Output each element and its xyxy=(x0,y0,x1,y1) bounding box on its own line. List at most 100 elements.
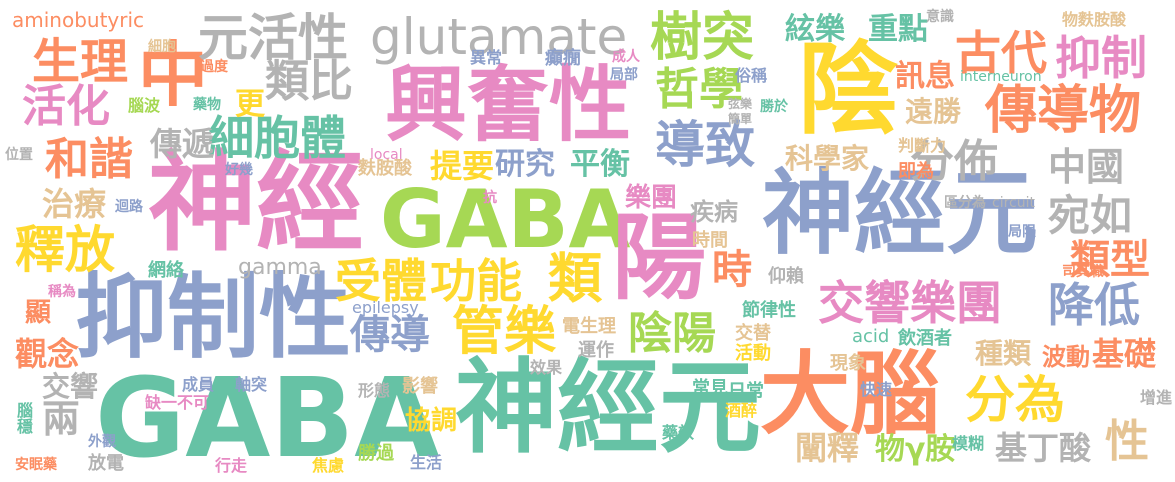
word: 重點 xyxy=(868,12,928,47)
word: 更 xyxy=(235,87,265,122)
word: 類比 xyxy=(265,56,353,107)
word: 腦穩 xyxy=(14,402,33,434)
word: 抑制性 xyxy=(75,264,352,371)
word: 異常 xyxy=(470,48,503,67)
word: 觀念 xyxy=(15,335,80,373)
word: 訊息 xyxy=(895,59,955,94)
word: 陰陽 xyxy=(628,308,716,359)
word: 疾病 xyxy=(690,198,738,226)
word: 釋放 xyxy=(15,221,115,279)
word: 細胞 xyxy=(148,39,176,55)
word: 藥物 xyxy=(193,97,221,113)
word: 俗稱 xyxy=(735,66,768,85)
word: 運作 xyxy=(578,340,614,361)
word: 現象 xyxy=(830,353,866,374)
word: 提要 xyxy=(430,147,495,185)
word: 判斷力 xyxy=(898,136,947,155)
word: 放電 xyxy=(88,453,124,474)
word: 酒醉 xyxy=(725,401,758,420)
word: 遠勝 xyxy=(905,95,962,128)
word: 受體 xyxy=(335,254,427,308)
word: 交響樂團 xyxy=(818,276,1002,330)
word: 稱為 xyxy=(48,284,76,300)
word: 焦慮 xyxy=(312,456,345,475)
word: 神經元 xyxy=(455,349,761,468)
word: glutamate xyxy=(370,8,628,66)
word: 傳遞 xyxy=(150,125,215,163)
word: 顯 xyxy=(25,298,52,328)
word: 局限 xyxy=(1008,224,1036,240)
word: 時間 xyxy=(692,230,728,251)
word: 哲學 xyxy=(655,64,743,115)
word: 絃樂 xyxy=(785,12,845,47)
word: 交響 xyxy=(42,370,99,403)
word: gamma xyxy=(238,255,322,280)
word: 神經 xyxy=(148,141,365,266)
word: 安眠藥 xyxy=(15,457,57,473)
word: 生活 xyxy=(410,453,443,472)
word: 活化 xyxy=(22,81,110,132)
word: 交替 xyxy=(735,323,771,344)
word: 治療 xyxy=(42,185,107,223)
word: 效果 xyxy=(530,358,563,377)
word: 古代 xyxy=(955,26,1047,80)
word: 平衡 xyxy=(570,147,630,182)
word: 區分為 xyxy=(944,195,986,211)
word: 生理 xyxy=(32,34,129,90)
word: 節律性 xyxy=(742,300,796,321)
word: 網絡 xyxy=(148,260,184,281)
word: 分為 xyxy=(965,371,1065,429)
word: 位置 xyxy=(5,147,33,163)
word: 元活性 xyxy=(198,9,348,67)
word: 藥效 xyxy=(662,423,695,442)
word: 兩 xyxy=(42,397,81,441)
word: 成員 xyxy=(182,375,215,394)
word: 活動 xyxy=(735,343,771,364)
word: 意識 xyxy=(926,9,954,25)
word: 即為 xyxy=(898,161,934,182)
word: 降低 xyxy=(1048,278,1140,332)
word: 局部 xyxy=(610,67,638,83)
word: 研究 xyxy=(495,147,555,182)
word: 闡釋 xyxy=(795,429,860,467)
word: 缺一不可 xyxy=(145,393,210,412)
word: 物γ胺 xyxy=(875,432,956,467)
word: 麩胺酸 xyxy=(358,158,412,179)
word: 分佈 xyxy=(910,136,998,187)
word: 樂團 xyxy=(625,183,678,213)
word: acid xyxy=(852,326,890,347)
word: 陰 xyxy=(798,31,898,148)
word: 迴路 xyxy=(115,199,143,215)
word: 外觀 xyxy=(88,434,116,450)
word: 傳導 xyxy=(350,312,430,358)
word: 類 xyxy=(548,247,602,310)
word: 日常 xyxy=(728,381,764,402)
word: interneuron xyxy=(960,69,1042,85)
word: local xyxy=(370,147,403,163)
word: 司其職 xyxy=(1062,264,1104,280)
word: 功能 xyxy=(430,254,522,308)
word: 簡單 xyxy=(728,112,753,126)
word: 時 xyxy=(712,247,752,293)
word: circuit xyxy=(992,195,1035,211)
word: 導致 xyxy=(655,116,755,174)
word: 協調 xyxy=(405,406,458,436)
word: 波動 xyxy=(1042,343,1090,371)
word: GABA xyxy=(95,354,440,482)
word: 傳導物 xyxy=(985,81,1142,141)
word: 科學家 xyxy=(785,142,870,175)
word: 中 xyxy=(138,34,208,116)
word: 物麩胺酸 xyxy=(1062,10,1127,29)
word: 性 xyxy=(1105,416,1149,467)
word: 細胞體 xyxy=(208,111,346,165)
word: 形態 xyxy=(358,381,391,400)
word: 軸突 xyxy=(235,375,268,394)
word: 類型 xyxy=(1070,237,1150,283)
word: aminobutyric xyxy=(12,8,145,32)
word: 中國 xyxy=(1048,145,1125,189)
word: 管樂 xyxy=(452,302,557,362)
word: 仰賴 xyxy=(768,266,804,287)
word: 好幾 xyxy=(225,162,253,178)
word: 影響 xyxy=(402,376,438,397)
